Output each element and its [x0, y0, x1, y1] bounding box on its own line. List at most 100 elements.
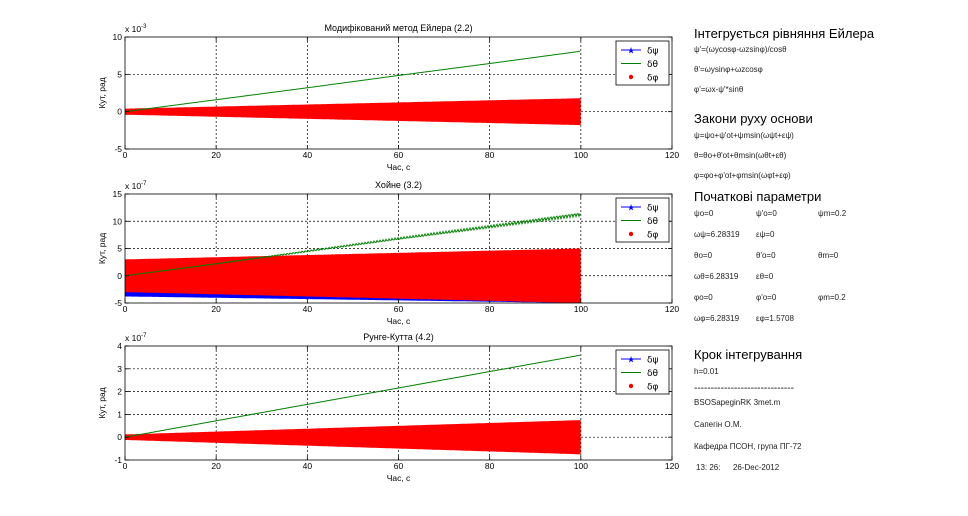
series-delta-theta — [125, 212, 581, 277]
exponent-label: x 10-7 — [125, 181, 147, 191]
legend-label: δθ — [647, 60, 659, 70]
euler-equations-title: Інтегрується рівняння Ейлера — [694, 26, 875, 41]
x-tick-label: 100 — [574, 150, 588, 160]
law-theta: θ=θo+θ'ot+θmsin(ωθt+εθ) — [694, 151, 787, 160]
initial-param-value: θ'o=0 — [756, 251, 776, 260]
y-tick-label: -5 — [114, 144, 122, 154]
legend-dot-marker — [628, 383, 634, 389]
info-panel: Інтегрується рівняння Ейлера ψ'=(ωycosφ-… — [694, 26, 964, 473]
initial-params-row: ωψ=6.28319 εψ=0 — [694, 230, 964, 240]
x-tick-label: 80 — [485, 304, 495, 314]
series-group — [125, 212, 581, 303]
initial-params-grid: ψo=0 ψ'o=0 ψm=0.2 ωψ=6.28319 εψ=0 θo=0 θ'o=0 θm… — [694, 209, 964, 324]
x-axis-label: Час, с — [387, 473, 411, 483]
y-tick-label: 0 — [117, 107, 122, 117]
legend-item: ★ δψ — [621, 356, 659, 366]
legend: ★ δψ δθ δφ — [615, 197, 670, 243]
initial-param-value: ωψ=6.28319 — [694, 230, 740, 239]
series-delta-theta — [125, 50, 581, 113]
y-tick-label: 5 — [117, 69, 122, 79]
x-tick-label: 60 — [394, 461, 404, 471]
y-tick-label: 1 — [117, 409, 122, 419]
x-tick-label: 60 — [394, 150, 404, 160]
legend-label: δφ — [647, 231, 659, 241]
initial-params-row: ωφ=6.28319 εφ=1.5708 — [694, 314, 964, 324]
series-delta-phi — [125, 98, 581, 126]
legend-item: δφ — [628, 74, 659, 84]
department-label: Кафедра ПСОН, група ПГ-72 — [694, 442, 802, 451]
initial-param-value: εψ=0 — [756, 230, 775, 239]
y-tick-label: 15 — [113, 189, 123, 199]
y-axis-label: Кут, рад — [97, 233, 107, 264]
initial-params-title: Початкові параметри — [694, 189, 822, 204]
timestamp: 13: 26: 26-Dec-2012 — [694, 463, 964, 473]
chart-title: Хойне (3.2) — [375, 180, 422, 190]
legend-item: δθ — [621, 60, 659, 70]
series-group — [125, 50, 581, 126]
chart-title: Рунге-Кутта (4.2) — [363, 332, 433, 342]
initial-params-row: ωθ=6.28319 εθ=0 — [694, 272, 964, 282]
x-tick-label: 120 — [665, 461, 679, 471]
legend-item: δθ — [621, 369, 659, 379]
law-phi: φ=φo+φ'ot+φmsin(ωφt+εφ) — [694, 171, 791, 180]
x-tick-label: 80 — [485, 461, 495, 471]
initial-param-value — [818, 230, 880, 240]
legend-item: ★ δψ — [621, 47, 659, 57]
x-tick-label: 0 — [123, 304, 128, 314]
legend-item: δφ — [628, 383, 659, 393]
equation-psi: ψ'=(ωycosφ-ωzsinφ)/cosθ — [694, 45, 787, 54]
x-tick-label: 100 — [574, 304, 588, 314]
x-axis-label: Час, с — [387, 316, 411, 326]
x-tick-label: 120 — [665, 150, 679, 160]
y-tick-label: 3 — [117, 364, 122, 374]
x-tick-label: 60 — [394, 304, 404, 314]
y-tick-label: 2 — [117, 387, 122, 397]
legend-box — [615, 40, 670, 86]
date-label: 26-Dec-2012 — [732, 463, 780, 472]
x-tick-label: 80 — [485, 150, 495, 160]
equation-phi: φ'=ωx-ψ'*sinθ — [694, 85, 744, 94]
integration-step-value: h=0.01 — [694, 367, 719, 376]
legend-item: δθ — [621, 217, 659, 227]
equation-theta: θ'=ωysinφ+ωzcosφ — [694, 65, 763, 74]
legend-label: δψ — [647, 204, 659, 214]
initial-param-value: θm=0 — [818, 251, 839, 260]
y-tick-label: 5 — [117, 244, 122, 254]
initial-param-value: ωφ=6.28319 — [694, 314, 740, 323]
exponent-label: x 10-3 — [125, 24, 147, 34]
exponent-label: x 10-7 — [125, 333, 147, 343]
initial-param-value: εφ=1.5708 — [756, 314, 794, 323]
initial-param-value: εθ=0 — [756, 272, 774, 281]
initial-param-value — [818, 272, 880, 282]
x-tick-label: 40 — [303, 461, 313, 471]
time-label: 13: 26: — [696, 463, 721, 472]
series-delta-theta — [125, 354, 581, 438]
y-axis-label: Кут, рад — [97, 77, 107, 108]
initial-params-row: ψo=0 ψ'o=0 ψm=0.2 — [694, 209, 964, 219]
y-tick-label: 10 — [113, 32, 123, 42]
legend-label: δψ — [647, 47, 659, 57]
initial-params-row: φo=0 φ'o=0 φm=0.2 — [694, 293, 964, 303]
y-tick-label: 10 — [113, 216, 123, 226]
x-tick-label: 120 — [665, 304, 679, 314]
x-tick-label: 100 — [574, 461, 588, 471]
x-tick-label: 20 — [211, 461, 221, 471]
law-psi: ψ=ψo+ψ'ot+ψmsin(ωψt+εψ) — [694, 131, 794, 140]
legend-star-marker: ★ — [627, 47, 635, 57]
x-tick-label: 40 — [303, 304, 313, 314]
legend-star-marker: ★ — [627, 204, 635, 214]
initial-param-value: ψm=0.2 — [818, 209, 847, 218]
integration-step-title: Крок інтегрування — [694, 347, 803, 362]
y-tick-label: 0 — [117, 271, 122, 281]
initial-param-value: ψo=0 — [694, 209, 714, 218]
legend-item: δφ — [628, 231, 659, 241]
legend: ★ δψ δθ δφ — [615, 349, 670, 395]
x-tick-label: 20 — [211, 304, 221, 314]
legend-label: δθ — [647, 369, 659, 379]
initial-param-value: φo=0 — [694, 293, 713, 302]
file-name: BSOSapeginRK 3met.m — [694, 398, 781, 407]
series-delta-phi — [125, 420, 581, 455]
